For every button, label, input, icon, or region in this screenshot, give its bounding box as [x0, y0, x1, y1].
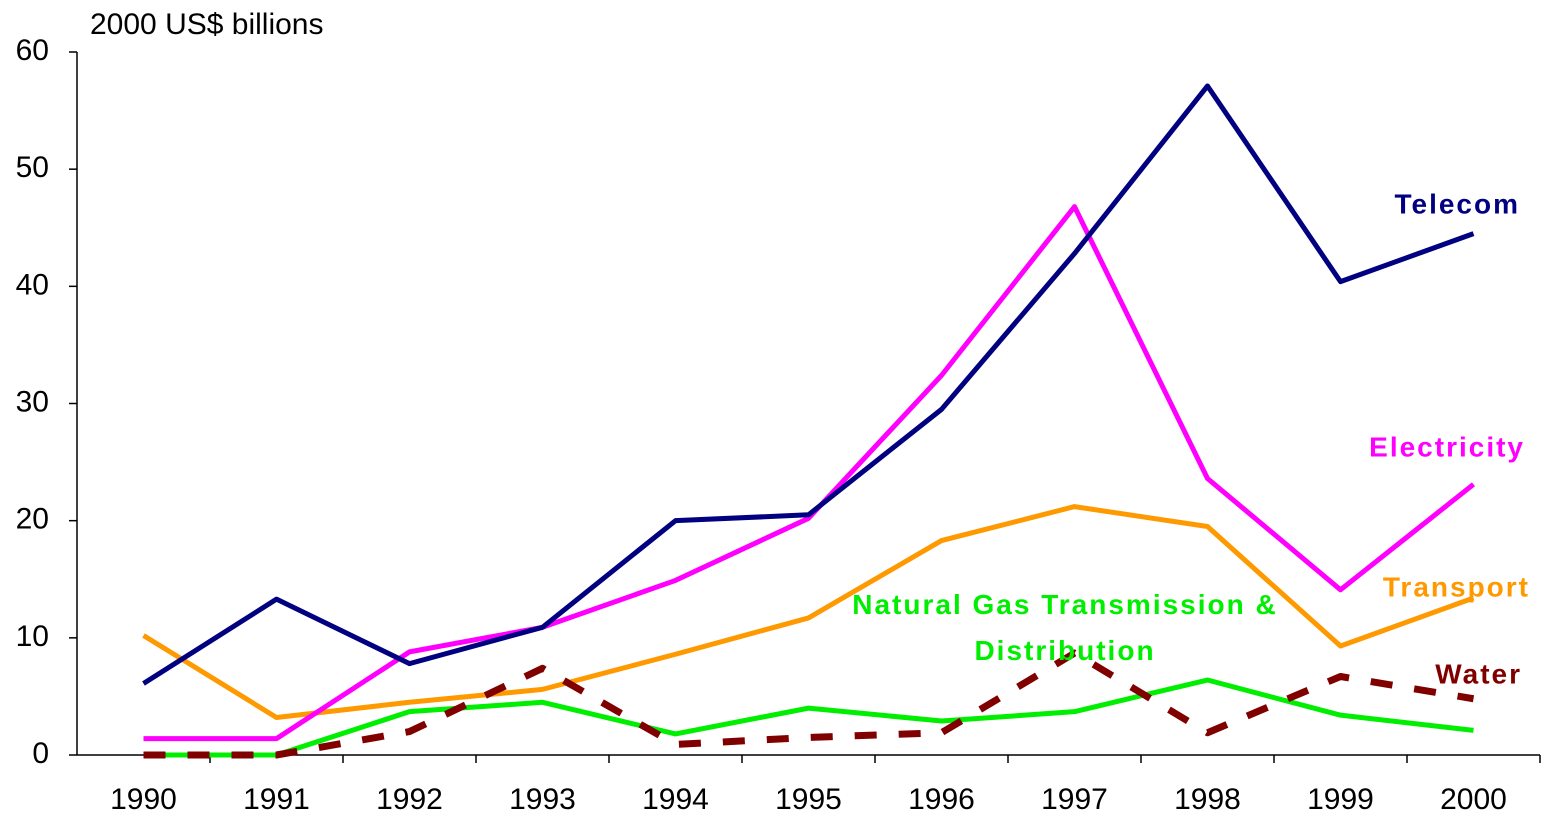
x-tick-label: 1993	[509, 783, 576, 816]
line-series	[142, 504, 1475, 721]
x-tick-label: 1998	[1174, 783, 1241, 816]
x-tick-label: 1995	[775, 783, 842, 816]
y-tick-label: 30	[16, 385, 49, 418]
x-tick-label: 1992	[376, 783, 443, 816]
y-tick-label: 10	[16, 620, 49, 653]
x-tick-label: 1996	[908, 783, 975, 816]
x-tick-label: 1994	[642, 783, 709, 816]
y-tick-label: 50	[16, 151, 49, 184]
x-tick-label: 1991	[243, 783, 310, 816]
series-label: Electricity	[1369, 431, 1525, 462]
x-tick-label: 1997	[1041, 783, 1108, 816]
line-series	[143, 204, 1476, 742]
series-label: Transport	[1383, 571, 1530, 602]
series-label: Water	[1435, 658, 1522, 689]
y-tick-label: 0	[32, 737, 49, 770]
y-tick-label: 20	[16, 503, 49, 536]
line-series	[143, 649, 1475, 759]
x-tick-label: 1999	[1307, 783, 1374, 816]
line-series	[142, 83, 1475, 686]
x-tick-label: 2000	[1440, 783, 1507, 816]
y-axis-title: 2000 US$ billions	[90, 8, 323, 41]
y-tick-label: 40	[16, 268, 49, 301]
series-label: Telecom	[1394, 188, 1520, 219]
series-label: Natural Gas Transmission & Distribution	[852, 589, 1278, 666]
x-tick-label: 1990	[110, 783, 177, 816]
y-tick-label: 60	[16, 34, 49, 67]
line-series	[143, 677, 1474, 758]
